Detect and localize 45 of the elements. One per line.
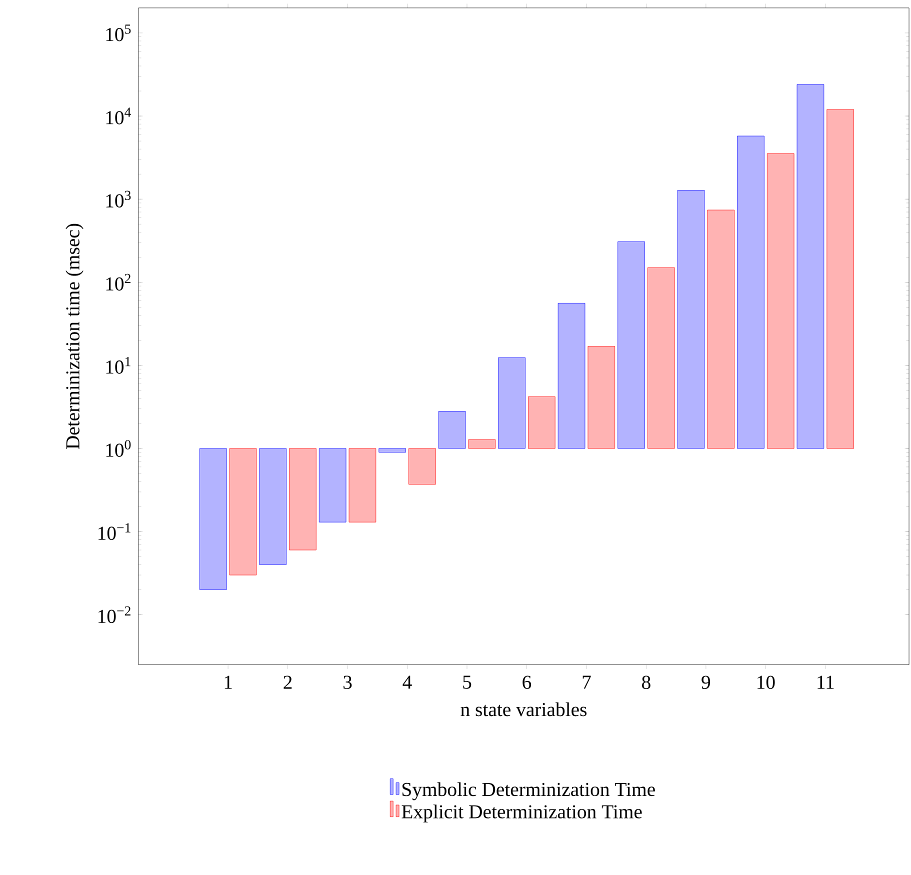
x-tick-label: 3 (344, 676, 352, 689)
bar (438, 410, 466, 448)
x-tick-label: 4 (402, 676, 412, 688)
y-tick-label: 10$^{−2}$ (98, 606, 130, 623)
y-tick-label: 10$^{4}$ (106, 107, 131, 124)
bar (647, 267, 675, 448)
x-tick-label: 1 (224, 675, 232, 689)
y-tick-label: 10$^{0}$ (106, 440, 131, 457)
legend-label: Symbolic Determinization Time (402, 782, 655, 800)
bar (378, 448, 406, 452)
y-tick-label: 10$^{−1}$ (98, 523, 130, 540)
y-tick-label: 10$^{1}$ (106, 356, 130, 374)
y-axis-title: Determinization time (msec) (66, 224, 84, 449)
x-tick-label: 2 (284, 676, 292, 689)
y-tick-label: 10$^{2}$ (106, 274, 130, 290)
y-tick-label: 10$^{5}$ (106, 24, 131, 42)
bar (528, 396, 556, 448)
bar (468, 439, 496, 448)
x-tick-label: 10 (758, 676, 775, 689)
bar (737, 136, 764, 448)
bar (588, 346, 616, 448)
y-tick-label: 10$^{3}$ (106, 190, 131, 208)
x-tick-label: 11 (818, 675, 834, 689)
legend-label: Explicit Determinization Time (402, 804, 642, 822)
bar (318, 448, 346, 522)
bar (677, 190, 705, 448)
x-axis-title: n state variables (460, 702, 587, 716)
bar (348, 448, 376, 522)
bar (826, 109, 854, 448)
bar (229, 448, 257, 576)
bar (408, 448, 436, 484)
bar (498, 357, 526, 448)
bar (766, 153, 794, 448)
bar (259, 448, 286, 565)
x-tick-label: 7 (582, 675, 591, 688)
bar (289, 448, 316, 550)
x-tick-label: 8 (642, 676, 650, 689)
bar (796, 84, 824, 448)
x-tick-label: 9 (702, 676, 710, 689)
bar (618, 241, 645, 448)
bar (558, 302, 586, 448)
bar (707, 210, 735, 448)
x-tick-label: 5 (463, 675, 472, 689)
x-tick-label: 6 (522, 676, 532, 689)
bar (199, 448, 227, 590)
